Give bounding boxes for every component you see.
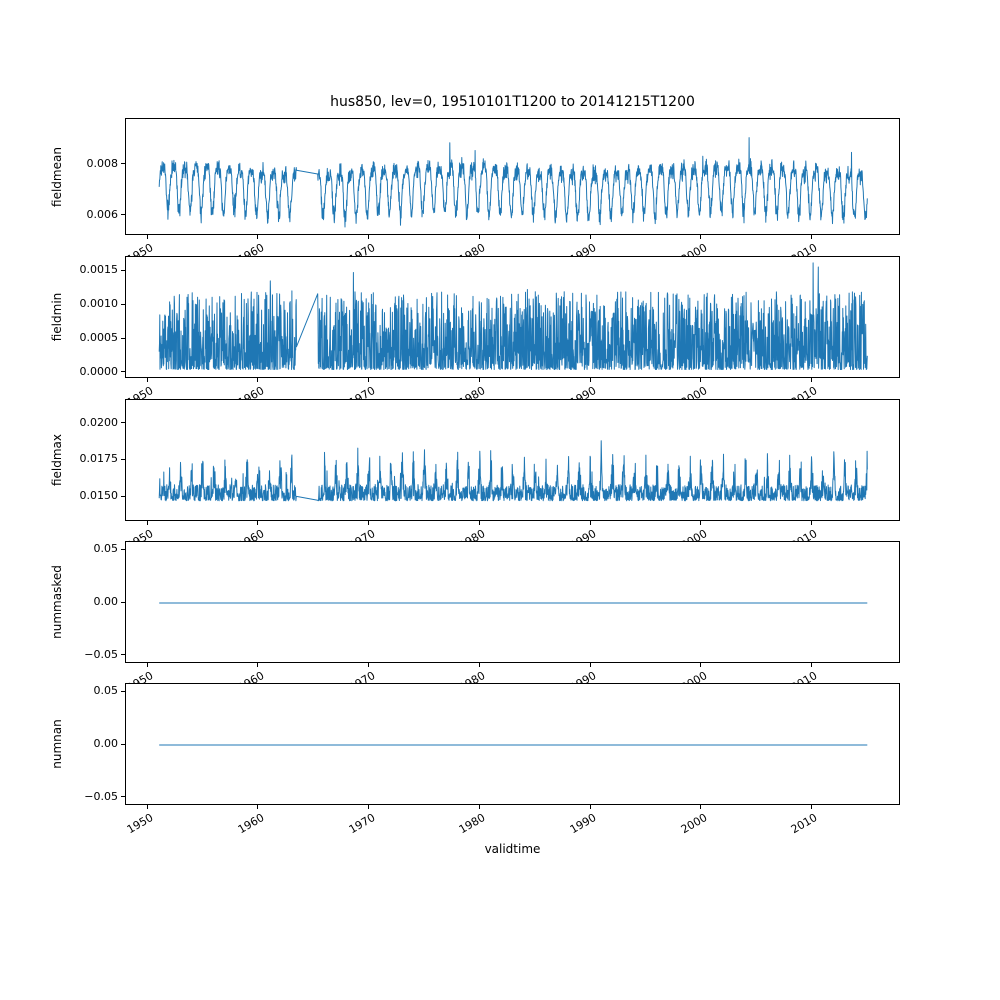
- y-tick-label: 0.008: [86, 156, 119, 170]
- x-tick-mark: [478, 805, 480, 809]
- x-tick-label: 2000: [678, 811, 710, 837]
- y-tick-mark: [121, 214, 125, 216]
- x-tick-mark: [810, 663, 812, 667]
- x-tick-mark: [368, 378, 370, 382]
- x-tick-mark: [368, 663, 370, 667]
- y-tick-label: −0.05: [84, 789, 118, 803]
- x-tick-mark: [810, 805, 812, 809]
- x-tick-label: 2010: [789, 811, 820, 837]
- x-tick-mark: [589, 235, 591, 239]
- x-tick-mark: [700, 378, 702, 382]
- y-tick-label: 0.0150: [79, 489, 119, 502]
- plot-area: [125, 541, 900, 663]
- y-tick-label: −0.05: [84, 647, 118, 661]
- x-tick-label: 1980: [457, 811, 488, 837]
- y-axis-label-fieldmean: fieldmean: [50, 146, 64, 207]
- x-tick-mark: [478, 378, 480, 382]
- y-tick-label: 0.0175: [79, 452, 119, 466]
- x-tick-mark: [700, 663, 702, 667]
- y-tick-mark: [121, 303, 125, 305]
- line-series: [158, 440, 868, 502]
- y-tick-mark: [121, 690, 125, 692]
- y-tick-label: 0.0000: [79, 364, 119, 378]
- x-tick-mark: [368, 805, 370, 809]
- x-tick-mark: [257, 235, 259, 239]
- y-tick-label: 0.0200: [79, 415, 119, 429]
- x-tick-label: 1970: [346, 811, 378, 837]
- x-tick-mark: [478, 235, 480, 239]
- x-axis-title: validtime: [484, 842, 541, 856]
- y-tick-label: 0.00: [93, 595, 119, 608]
- line-series: [158, 262, 868, 370]
- chart-title: hus850, lev=0, 19510101T1200 to 20141215…: [330, 94, 695, 110]
- x-tick-mark: [810, 378, 812, 382]
- y-tick-label: 0.05: [93, 684, 119, 698]
- x-tick-mark: [146, 663, 148, 667]
- x-tick-mark: [589, 378, 591, 382]
- x-tick-mark: [368, 235, 370, 239]
- plot-area: [125, 256, 900, 378]
- x-tick-mark: [589, 663, 591, 667]
- plot-area: [125, 399, 900, 521]
- x-tick-label: 1950: [124, 811, 156, 837]
- x-tick-mark: [589, 805, 591, 809]
- line-series: [158, 137, 868, 228]
- y-tick-mark: [121, 743, 125, 745]
- y-tick-mark: [121, 548, 125, 550]
- x-tick-label: 1960: [235, 811, 267, 837]
- series-path-fieldmean: [158, 137, 868, 228]
- x-tick-mark: [257, 378, 259, 382]
- y-tick-mark: [121, 601, 125, 603]
- x-tick-mark: [257, 663, 259, 667]
- x-tick-label: 1990: [567, 811, 599, 837]
- plot-area: [125, 118, 900, 235]
- y-tick-mark: [121, 163, 125, 165]
- x-tick-mark: [146, 378, 148, 382]
- y-tick-mark: [121, 495, 125, 497]
- y-tick-mark: [121, 422, 125, 424]
- x-tick-mark: [700, 521, 702, 525]
- y-tick-label: 0.0005: [79, 331, 119, 344]
- y-tick-mark: [121, 796, 125, 798]
- y-tick-mark: [121, 269, 125, 271]
- y-tick-label: 0.05: [93, 542, 119, 556]
- line-series: [159, 602, 868, 604]
- x-tick-mark: [146, 521, 148, 525]
- x-tick-mark: [368, 521, 370, 525]
- series-path-fieldmin: [158, 262, 868, 370]
- y-tick-label: 0.006: [86, 207, 119, 221]
- y-tick-mark: [121, 458, 125, 460]
- x-tick-mark: [478, 663, 480, 667]
- x-tick-mark: [589, 521, 591, 525]
- y-tick-mark: [121, 371, 125, 373]
- x-tick-mark: [810, 235, 812, 239]
- x-tick-mark: [146, 805, 148, 809]
- x-tick-mark: [478, 521, 480, 525]
- y-tick-mark: [121, 654, 125, 656]
- y-tick-label: 0.00: [93, 737, 119, 750]
- series-path-fieldmax: [158, 440, 868, 502]
- x-tick-mark: [146, 235, 148, 239]
- y-tick-label: 0.0015: [79, 263, 119, 277]
- plot-area: [125, 683, 900, 805]
- y-tick-label: 0.0010: [79, 297, 119, 311]
- x-tick-mark: [700, 235, 702, 239]
- x-tick-mark: [700, 805, 702, 809]
- x-tick-mark: [810, 521, 812, 525]
- y-tick-mark: [121, 337, 125, 339]
- x-tick-mark: [257, 521, 259, 525]
- x-tick-mark: [257, 805, 259, 809]
- line-series: [159, 744, 868, 746]
